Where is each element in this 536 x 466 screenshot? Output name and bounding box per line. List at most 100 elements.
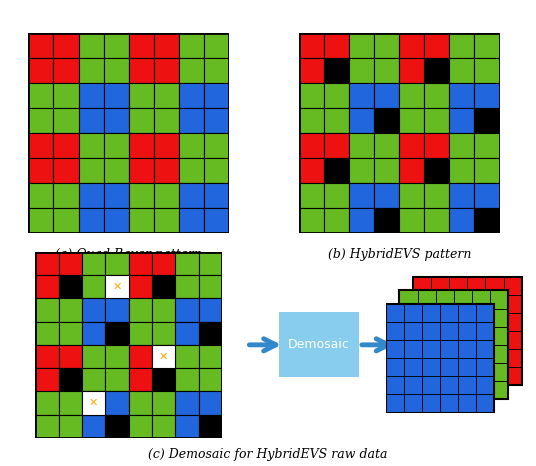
Bar: [103, 158, 129, 183]
Bar: [418, 363, 436, 381]
Bar: [129, 368, 152, 391]
Bar: [152, 391, 175, 415]
Bar: [79, 83, 103, 108]
Bar: [399, 290, 418, 308]
Bar: [204, 158, 229, 183]
Bar: [198, 298, 222, 322]
Bar: [486, 349, 503, 367]
Bar: [79, 208, 103, 233]
Bar: [404, 340, 422, 358]
Bar: [349, 58, 374, 83]
Bar: [28, 158, 54, 183]
Bar: [82, 252, 106, 275]
Bar: [79, 33, 103, 58]
Bar: [54, 183, 79, 208]
Bar: [472, 381, 490, 399]
Bar: [129, 298, 152, 322]
Bar: [374, 108, 399, 133]
Bar: [436, 381, 454, 399]
Bar: [490, 381, 508, 399]
Bar: [178, 33, 204, 58]
Bar: [28, 33, 54, 58]
Bar: [454, 345, 472, 363]
Bar: [198, 391, 222, 415]
Bar: [59, 391, 82, 415]
Bar: [490, 363, 508, 381]
Bar: [422, 358, 440, 377]
Bar: [454, 290, 472, 308]
Bar: [472, 290, 490, 308]
Bar: [82, 391, 106, 415]
Bar: [59, 252, 82, 275]
Bar: [324, 33, 349, 58]
Bar: [106, 368, 129, 391]
Bar: [449, 208, 474, 233]
Bar: [129, 415, 152, 438]
Bar: [490, 290, 508, 308]
Bar: [28, 133, 54, 158]
Bar: [474, 108, 500, 133]
Bar: [386, 304, 494, 412]
Bar: [324, 133, 349, 158]
Bar: [152, 322, 175, 345]
Bar: [204, 33, 229, 58]
Bar: [458, 394, 477, 412]
Bar: [449, 33, 474, 58]
Bar: [458, 304, 477, 322]
Bar: [449, 133, 474, 158]
Bar: [103, 208, 129, 233]
Bar: [54, 83, 79, 108]
Bar: [422, 304, 440, 322]
Bar: [404, 358, 422, 377]
Bar: [106, 415, 129, 438]
Bar: [35, 275, 59, 298]
Bar: [198, 345, 222, 368]
Bar: [103, 183, 129, 208]
Bar: [440, 340, 458, 358]
Text: (c) Demosaic for HybridEVS raw data: (c) Demosaic for HybridEVS raw data: [148, 448, 388, 461]
Bar: [474, 208, 500, 233]
Bar: [474, 33, 500, 58]
Bar: [204, 83, 229, 108]
Bar: [399, 290, 508, 399]
Bar: [374, 83, 399, 108]
Bar: [474, 83, 500, 108]
Bar: [436, 308, 454, 327]
Bar: [399, 183, 425, 208]
Bar: [413, 313, 431, 331]
Bar: [474, 183, 500, 208]
Bar: [486, 367, 503, 385]
Text: (b) HybridEVS pattern: (b) HybridEVS pattern: [327, 248, 471, 261]
Bar: [399, 83, 425, 108]
Bar: [54, 108, 79, 133]
Bar: [198, 275, 222, 298]
Bar: [299, 108, 324, 133]
Bar: [467, 295, 486, 313]
Bar: [399, 108, 425, 133]
Bar: [425, 133, 449, 158]
Bar: [413, 331, 431, 349]
Bar: [175, 252, 198, 275]
Bar: [458, 358, 477, 377]
Bar: [374, 208, 399, 233]
Bar: [324, 208, 349, 233]
Bar: [129, 275, 152, 298]
Bar: [477, 322, 495, 340]
Bar: [175, 275, 198, 298]
Bar: [467, 367, 486, 385]
Bar: [79, 58, 103, 83]
Bar: [35, 415, 59, 438]
Bar: [154, 58, 178, 83]
Bar: [399, 33, 425, 58]
Bar: [425, 33, 449, 58]
Bar: [454, 308, 472, 327]
Bar: [129, 58, 154, 83]
Bar: [458, 322, 477, 340]
Bar: [386, 322, 404, 340]
Bar: [349, 133, 374, 158]
Bar: [467, 331, 486, 349]
Bar: [404, 377, 422, 394]
Bar: [54, 33, 79, 58]
Bar: [472, 345, 490, 363]
Bar: [449, 183, 474, 208]
